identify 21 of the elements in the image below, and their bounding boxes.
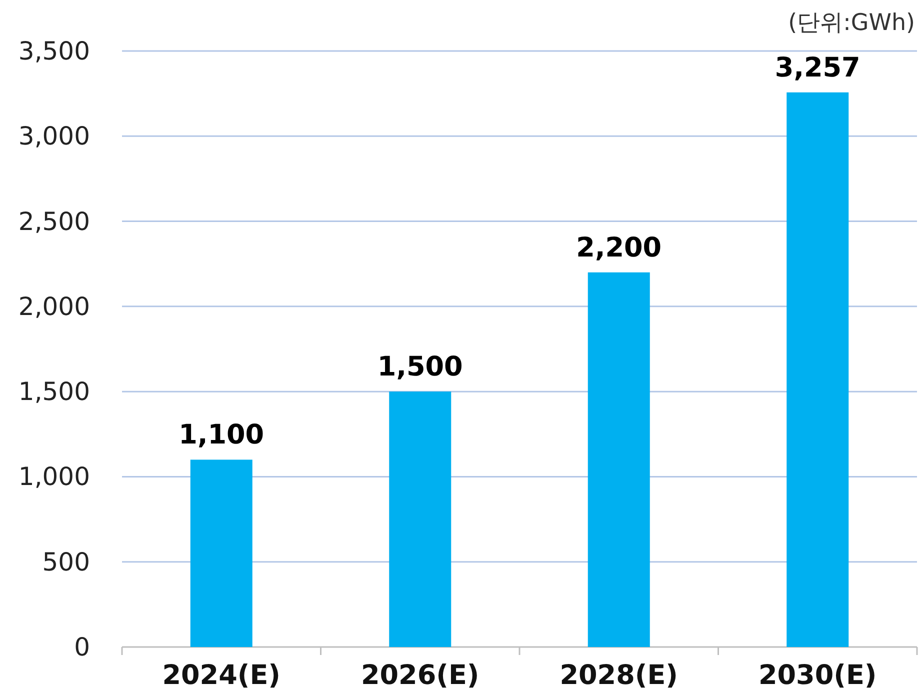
y-tick-label: 2,000 [18, 292, 90, 321]
y-tick-label: 3,000 [18, 122, 90, 151]
data-label: 1,500 [377, 352, 463, 383]
x-tick-label: 2030(E) [758, 660, 877, 691]
y-tick-label: 1,000 [18, 462, 90, 492]
data-label: 2,200 [576, 232, 662, 264]
bar [389, 392, 452, 647]
y-tick-label: 500 [42, 547, 90, 576]
x-tick-label: 2024(E) [162, 660, 281, 691]
y-tick-label: 3,500 [18, 36, 90, 66]
y-tick-label: 2,500 [18, 206, 90, 236]
data-label: 3,257 [774, 52, 860, 84]
text: (단위:GWh) [788, 10, 915, 36]
x-tick-label: 2026(E) [360, 660, 480, 691]
x-tick-label: 2028(E) [560, 660, 678, 691]
bar [588, 272, 650, 647]
bar [786, 92, 849, 647]
data-label: 1,100 [178, 420, 264, 451]
bar [190, 460, 252, 647]
y-tick-label: 0 [74, 632, 90, 662]
y-tick-label: 1,500 [18, 377, 90, 406]
